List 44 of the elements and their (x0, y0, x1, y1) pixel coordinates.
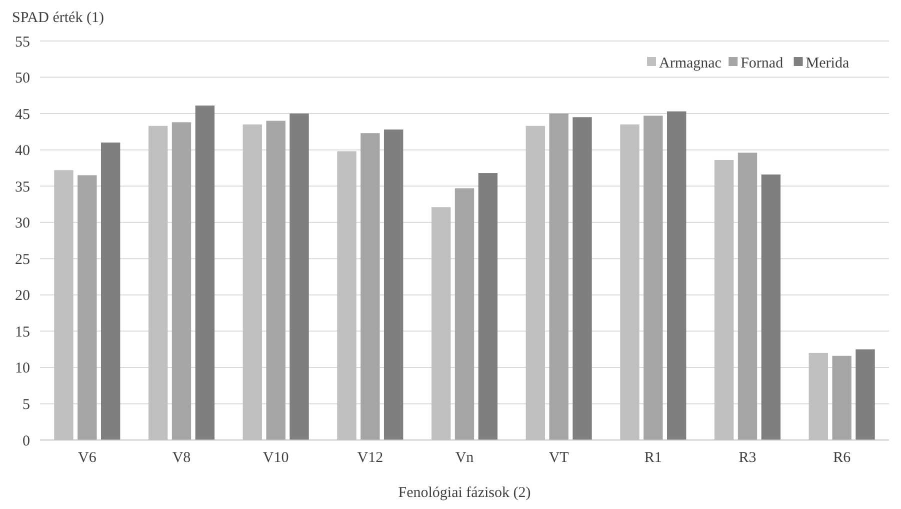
y-tick-label: 30 (15, 216, 30, 232)
bar (738, 152, 758, 440)
bar (832, 356, 852, 440)
x-tick-label: V8 (172, 450, 191, 466)
y-tick-label: 55 (15, 34, 30, 50)
y-axis-title: SPAD érték (1) (12, 10, 104, 26)
y-tick-label: 20 (15, 288, 30, 304)
x-tick-label: V12 (357, 450, 384, 466)
x-tick-label: VT (548, 450, 569, 466)
y-tick-label: 25 (15, 252, 30, 268)
y-tick-label: 45 (15, 106, 30, 123)
bar (761, 174, 781, 440)
bar (666, 111, 686, 440)
y-tick-label: 5 (22, 396, 30, 413)
bar (572, 117, 592, 440)
x-tick-label: V6 (78, 450, 97, 466)
bar (856, 349, 875, 440)
x-tick-label: Vn (455, 450, 474, 466)
x-tick-label: R3 (738, 450, 756, 466)
x-axis-title: Fenológiai fázisok (2) (398, 485, 531, 501)
bar (360, 133, 380, 440)
x-tick-label: R6 (833, 450, 852, 466)
y-tick-label: 40 (15, 143, 30, 160)
legend-label: Fornad (740, 55, 784, 72)
y-tick-label: 50 (15, 70, 30, 87)
bar (644, 116, 663, 440)
legend-label: Merida (806, 55, 850, 72)
bar (100, 142, 120, 440)
legend-label: Armagnac (659, 55, 722, 72)
y-tick-label: 15 (15, 324, 30, 340)
bar (478, 173, 498, 440)
bar (172, 122, 192, 440)
bar (454, 188, 474, 440)
bar (195, 106, 215, 440)
bar (290, 114, 309, 440)
bar (266, 120, 286, 440)
x-tick-label: V10 (262, 450, 289, 466)
x-tick-label: R1 (644, 450, 662, 466)
y-tick-label: 10 (15, 360, 30, 377)
bar (549, 114, 568, 440)
y-tick-label: 35 (15, 179, 30, 196)
bar (78, 175, 97, 440)
y-tick-label: 0 (22, 433, 30, 450)
bar (384, 130, 404, 440)
